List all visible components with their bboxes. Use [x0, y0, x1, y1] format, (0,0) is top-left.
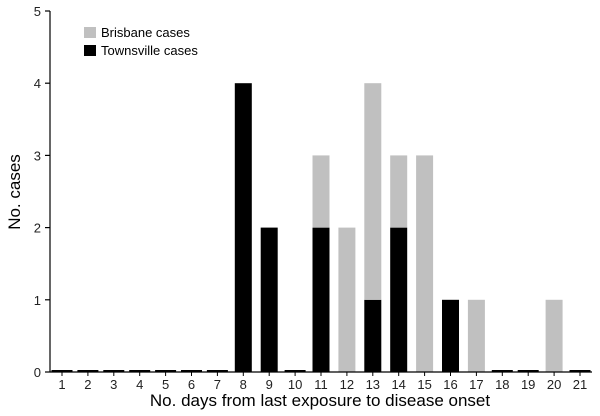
bar-townsville-cases-day-8: [234, 83, 252, 372]
bar-brisbane-cases-day-20: [545, 299, 563, 372]
legend-swatch-brisbane-cases: [84, 27, 96, 38]
legend-label-townsville-cases: Townsville cases: [101, 43, 198, 58]
bar-brisbane-cases-day-14: [390, 155, 408, 228]
x-tick-label-9: 9: [266, 377, 273, 392]
bars-layer: [51, 83, 591, 372]
bar-brisbane-cases-day-13: [364, 83, 382, 300]
x-tick-label-7: 7: [214, 377, 221, 392]
bar-townsville-cases-day-13: [364, 299, 382, 372]
bar-brisbane-cases-day-15: [416, 155, 434, 372]
x-tick-label-16: 16: [443, 377, 457, 392]
x-tick-label-6: 6: [188, 377, 195, 392]
x-tick-label-18: 18: [495, 377, 509, 392]
y-tick-label-5: 5: [34, 4, 41, 19]
x-axis-title: No. days from last exposure to disease o…: [150, 391, 490, 410]
x-tick-label-19: 19: [521, 377, 535, 392]
bar-townsville-cases-day-9: [260, 227, 278, 372]
bar-townsville-cases-day-14: [390, 227, 408, 372]
bar-townsville-cases-day-16: [442, 299, 459, 372]
x-tick-label-15: 15: [417, 377, 431, 392]
x-tick-label-17: 17: [469, 377, 483, 392]
legend-swatch-townsville-cases: [84, 45, 96, 56]
y-tick-label-2: 2: [34, 221, 41, 236]
y-axis-title: No. cases: [5, 154, 24, 230]
x-tick-label-10: 10: [288, 377, 302, 392]
legend-label-brisbane-cases: Brisbane cases: [101, 25, 190, 40]
x-tick-label-20: 20: [547, 377, 561, 392]
y-tick-label-3: 3: [34, 148, 41, 163]
x-tick-label-5: 5: [162, 377, 169, 392]
x-tick-label-1: 1: [58, 377, 65, 392]
bar-brisbane-cases-day-12: [338, 227, 356, 372]
legend: Brisbane cases Townsville cases: [84, 25, 198, 58]
y-tick-label-1: 1: [34, 293, 41, 308]
y-tick-label-4: 4: [34, 76, 41, 91]
x-tick-label-21: 21: [573, 377, 587, 392]
y-tick-label-0: 0: [34, 365, 41, 380]
x-tick-label-8: 8: [240, 377, 247, 392]
x-tick-label-3: 3: [110, 377, 117, 392]
x-tick-label-2: 2: [84, 377, 91, 392]
x-tick-label-11: 11: [314, 377, 328, 392]
x-tick-label-13: 13: [366, 377, 380, 392]
x-tick-label-12: 12: [340, 377, 354, 392]
x-tick-label-4: 4: [136, 377, 143, 392]
x-tick-label-14: 14: [391, 377, 405, 392]
bar-townsville-cases-day-11: [312, 227, 330, 372]
bar-brisbane-cases-day-11: [312, 155, 330, 228]
bar-brisbane-cases-day-17: [467, 299, 485, 372]
